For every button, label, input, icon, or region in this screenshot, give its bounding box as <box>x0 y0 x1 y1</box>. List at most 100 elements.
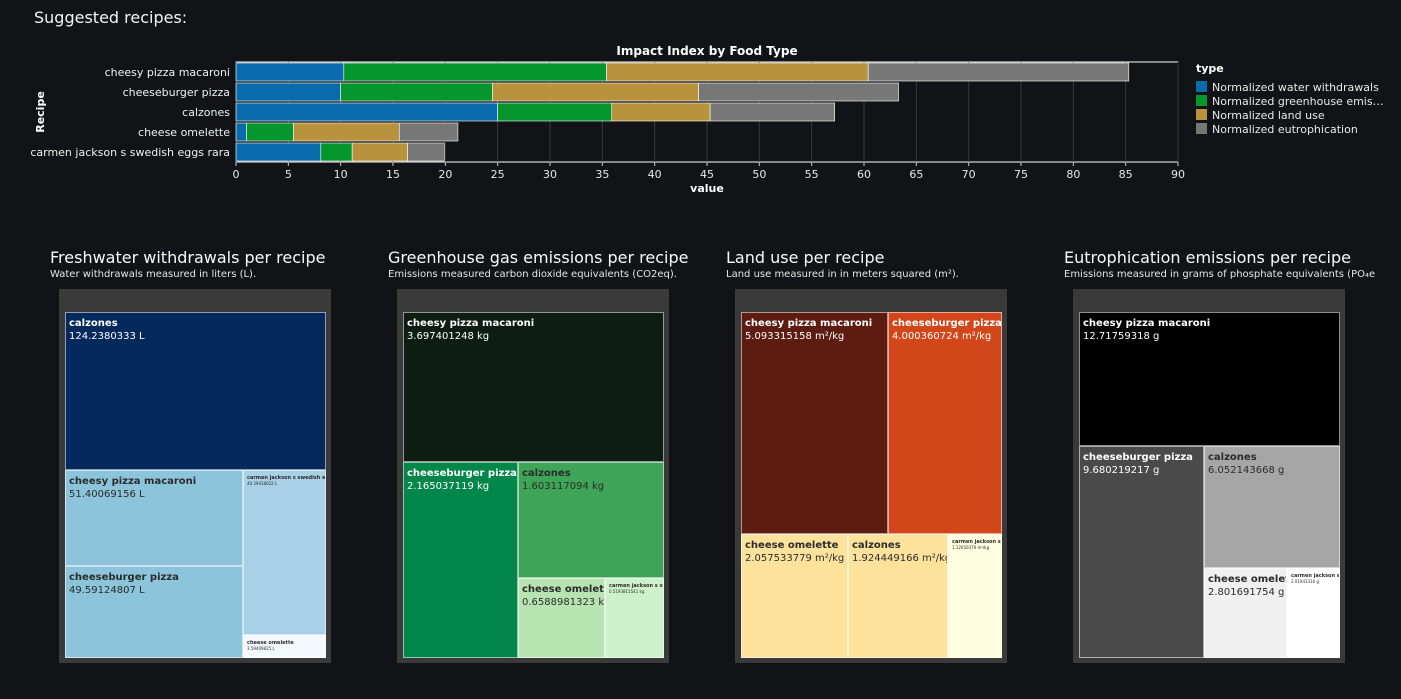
x-tick-label: 10 <box>334 168 348 181</box>
treemap-cell-name: calzones <box>522 468 571 479</box>
legend-title: type <box>1196 62 1224 75</box>
x-tick-label: 0 <box>233 168 240 181</box>
legend-label: Normalized eutrophication <box>1212 123 1358 136</box>
treemap-cell: cheesy pizza macaroni 3.697401248 kg <box>403 312 664 462</box>
x-tick-label: 65 <box>909 168 923 181</box>
treemap-cell-value: 9.680219217 g <box>1083 465 1160 476</box>
treemap-cell-value: 2.801691754 g <box>1208 587 1285 598</box>
x-tick-label: 45 <box>700 168 714 181</box>
x-tick-label: 25 <box>491 168 505 181</box>
eutro-treemap: cheesy pizza macaroni 12.71759318 g chee… <box>1073 289 1345 663</box>
x-tick-label: 55 <box>805 168 819 181</box>
treemap-cell-value: 1.12050379 m²/kg <box>952 545 990 550</box>
legend-swatch <box>1196 123 1207 134</box>
treemap-cell-value: 5.093315158 m²/kg <box>745 331 845 342</box>
treemap-cell-value: 40.39418622 L <box>247 481 278 486</box>
treemap-cell-value: 124.2380333 L <box>69 331 145 342</box>
x-tick-label: 90 <box>1171 168 1185 181</box>
eutro-treemap-subtitle: Emissions measured in grams of phosphate… <box>1064 269 1376 280</box>
treemap-cell: cheesy pizza macaroni 51.40069156 L <box>65 470 243 566</box>
treemap-cell: cheese omelette 2.801691754 g <box>1204 568 1287 658</box>
bar-segment <box>398 122 459 142</box>
bar-segment <box>867 62 1130 82</box>
x-tick-label: 80 <box>1066 168 1080 181</box>
treemap-cell: carmen jackson s swedish eggs rara 0.519… <box>605 578 664 658</box>
water-treemap-panel: Freshwater withdrawals per recipe Water … <box>50 248 390 663</box>
treemap-cell: carmen jackson s swedish eggs rara 40.39… <box>243 470 326 635</box>
x-tick-label: 75 <box>1014 168 1028 181</box>
bar-segment <box>340 82 493 102</box>
x-tick-label: 85 <box>1119 168 1133 181</box>
x-axis-label: value <box>690 182 724 195</box>
y-tick-label: cheesy pizza macaroni <box>105 66 230 79</box>
treemap-cell-name: cheesy pizza macaroni <box>69 476 197 487</box>
treemap-cell-name: carmen jackson s swedish eggs rara <box>247 475 326 481</box>
bar-segment <box>497 102 613 122</box>
bar-segment <box>235 142 322 162</box>
bar-segment <box>709 102 835 122</box>
treemap-cell: cheeseburger pizza 49.59124807 L <box>65 566 243 658</box>
treemap-cell: calzones 6.052143668 g <box>1204 446 1340 568</box>
treemap-cell-name: carmen jackson s swedish eggs rara <box>952 539 1001 545</box>
treemap-cell-name: cheesy pizza macaroni <box>745 318 873 329</box>
treemap-cell-value: 2.057533779 m²/kg <box>745 553 845 564</box>
treemap-cell-value: 12.71759318 g <box>1083 331 1160 342</box>
treemap-cell: cheesy pizza macaroni 5.093315158 m²/kg <box>741 312 888 534</box>
treemap-cell-name: cheesy pizza macaroni <box>1083 318 1211 329</box>
treemap-cell-value: 3.697401248 kg <box>407 331 490 342</box>
x-tick-label: 5 <box>285 168 292 181</box>
x-tick-label: 60 <box>857 168 871 181</box>
x-tick-label: 35 <box>595 168 609 181</box>
bar-segment <box>606 62 869 82</box>
y-tick-label: cheeseburger pizza <box>123 86 230 99</box>
treemap-cell-value: 0.5193815541 kg <box>609 589 645 594</box>
water-treemap-subtitle: Water withdrawals measured in liters (L)… <box>50 269 257 280</box>
x-tick-label: 30 <box>543 168 557 181</box>
treemap-cell-value: 2.165037119 kg <box>407 481 490 492</box>
treemap-cell-name: calzones <box>852 540 901 551</box>
treemap-cell-name: cheeseburger pizza <box>1083 452 1193 463</box>
legend-swatch <box>1196 81 1207 92</box>
legend-swatch <box>1196 95 1207 106</box>
treemap-cell: cheeseburger pizza 2.165037119 kg <box>403 462 518 658</box>
treemap-cell-value: 4.000360724 m²/kg <box>892 331 992 342</box>
impact-bar-chart: 0 5 10 15 20 25 30 35 40 45 50 55 60 65 70 75 80 85 90 chee… <box>30 44 1383 195</box>
treemap-cell: calzones 124.2380333 L <box>65 312 326 470</box>
land-treemap-title: Land use per recipe <box>726 248 885 267</box>
chart-title: Impact Index by Food Type <box>616 44 797 58</box>
treemap-cell: carmen jackson s swedish eggs rara 2.019… <box>1287 568 1340 658</box>
treemap-cell-name: cheeseburger pizza <box>407 468 517 479</box>
treemap-cell-name: cheese omelette <box>522 584 604 595</box>
eutro-treemap-title: Eutrophication emissions per recipe <box>1064 248 1351 267</box>
x-tick-label: 70 <box>962 168 976 181</box>
treemap-cell: cheeseburger pizza 4.000360724 m²/kg <box>888 312 1002 534</box>
treemap-cell-name: cheese omelette <box>247 640 294 646</box>
treemap-cell-name: cheesy pizza macaroni <box>407 318 535 329</box>
x-tick-label: 20 <box>438 168 452 181</box>
treemap-cell-value: 2.01941316 g <box>1291 579 1319 584</box>
treemap-cell: carmen jackson s swedish eggs rara 1.120… <box>948 534 1002 658</box>
bar-segment <box>351 142 408 162</box>
land-treemap-panel: Land use per recipe Land use measured in… <box>726 248 1066 663</box>
bar-segment <box>293 122 400 142</box>
page-heading: Suggested recipes: <box>34 8 188 27</box>
treemap-cell-value: 6.052143668 g <box>1208 465 1285 476</box>
legend-label: Normalized land use <box>1212 109 1325 122</box>
y-tick-label: carmen jackson s swedish eggs rara <box>30 146 230 159</box>
legend-label: Normalized water withdrawals <box>1212 81 1379 94</box>
treemap-cell-name: cheese omelette <box>745 540 839 551</box>
treemap-cell-name: cheeseburger pizza <box>892 318 1002 329</box>
ghg-treemap-title: Greenhouse gas emissions per recipe <box>388 248 689 267</box>
treemap-cell-value: 49.59124807 L <box>69 585 145 596</box>
treemap-cell-name: carmen jackson s swedish eggs rara <box>1291 573 1340 579</box>
x-tick-label: 40 <box>648 168 662 181</box>
legend-swatch <box>1196 109 1207 120</box>
eutro-treemap-panel: Eutrophication emissions per recipe Emis… <box>1064 248 1394 663</box>
ghg-treemap-panel: Greenhouse gas emissions per recipe Emis… <box>388 248 728 663</box>
treemap-cell-name: cheeseburger pizza <box>69 572 179 583</box>
ghg-treemap: cheesy pizza macaroni 3.697401248 kg che… <box>397 289 669 663</box>
y-tick-label: calzones <box>182 106 230 119</box>
treemap-cell-value: 1.603117094 kg <box>522 481 605 492</box>
bar-segment <box>492 82 699 102</box>
treemap-cell-value: 1.924449166 m²/kg <box>852 553 948 564</box>
